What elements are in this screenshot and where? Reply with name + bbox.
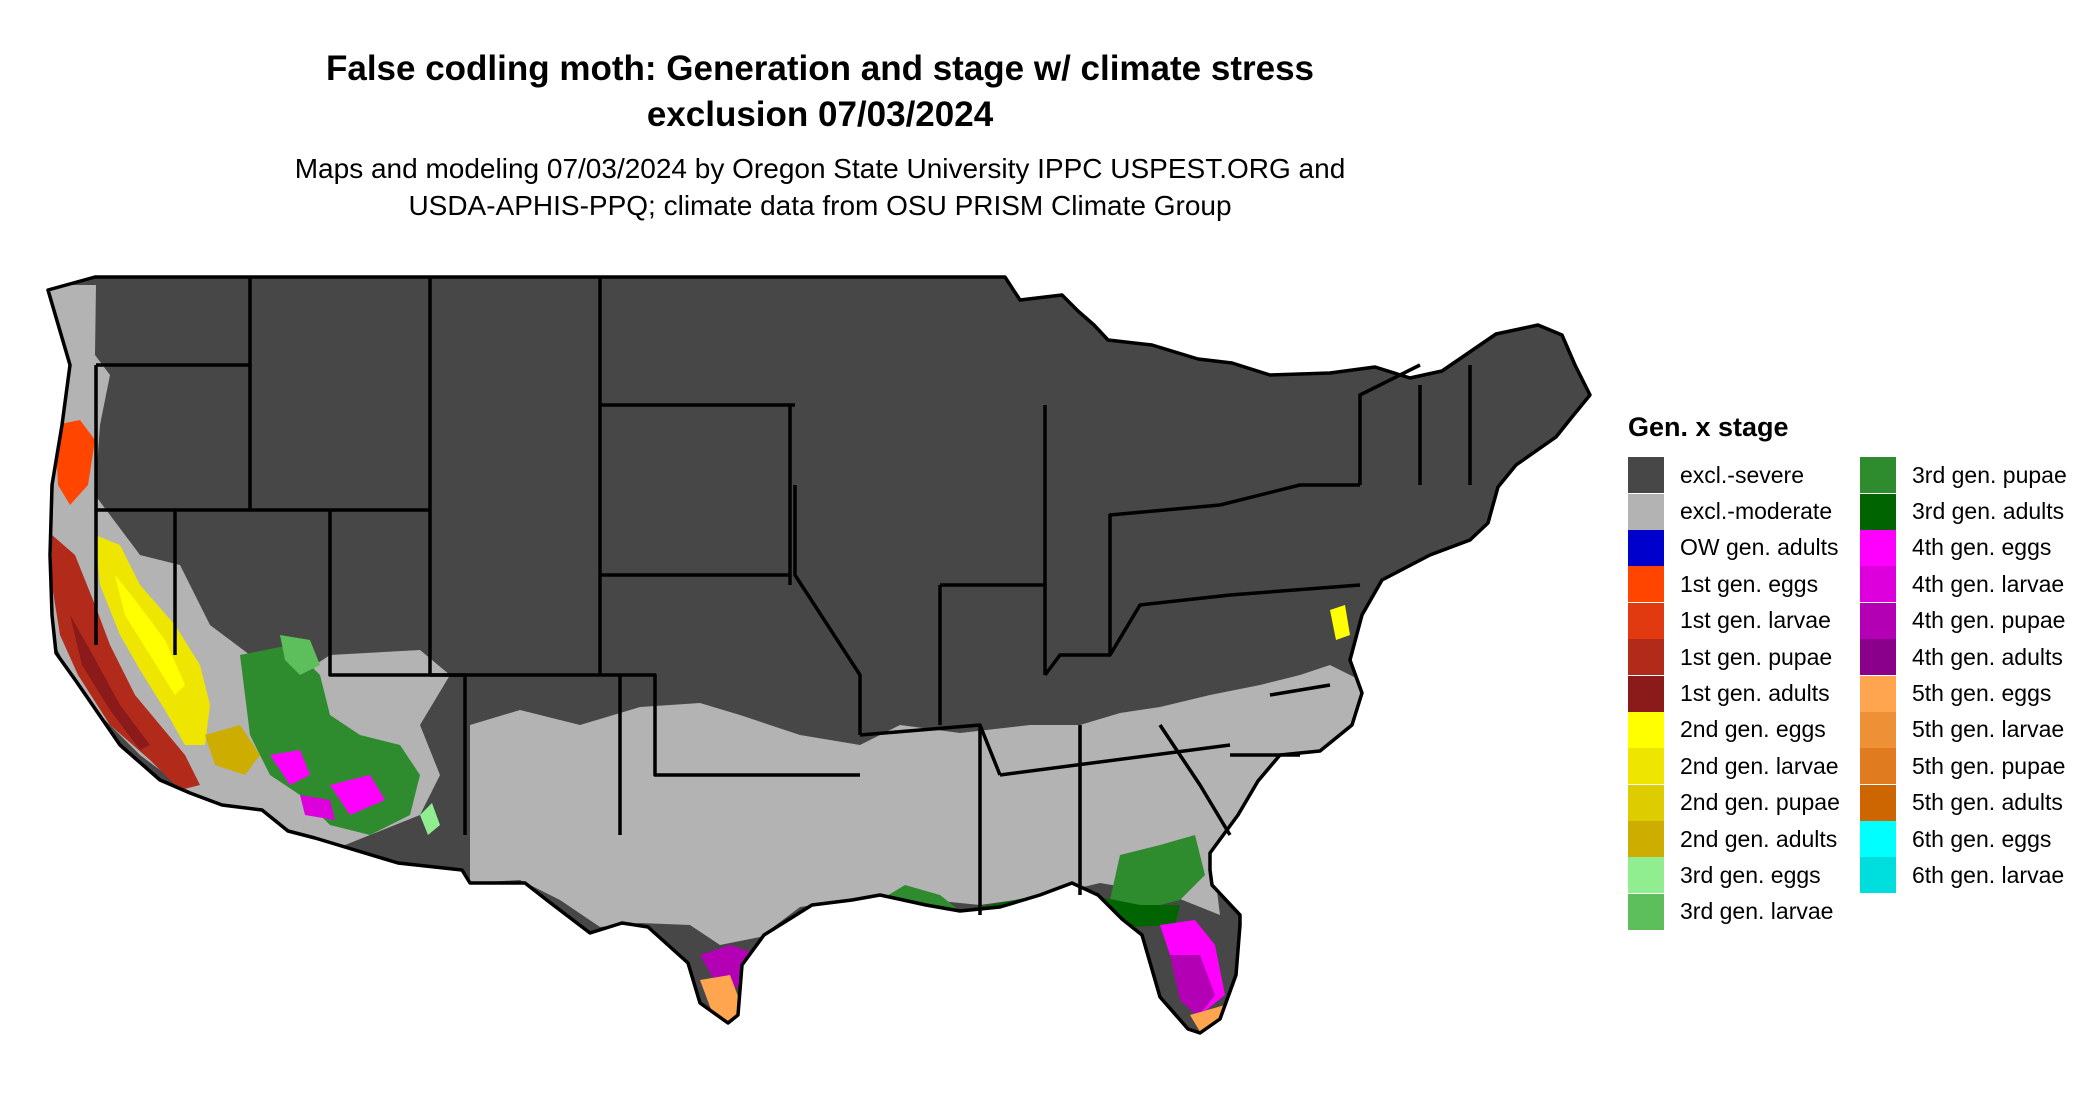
- map-title-line-1: False codling moth: Generation and stage…: [325, 49, 1315, 88]
- legend-item: 3rd gen. adults: [1860, 493, 2092, 530]
- map-subtitle-line-2: USDA-APHIS-PPQ; climate data from OSU PR…: [408, 190, 1232, 221]
- legend-label: 1st gen. eggs: [1680, 570, 1819, 597]
- legend-item: excl.-severe: [1628, 457, 1860, 494]
- legend-swatch: [1860, 675, 1896, 712]
- legend-swatch: [1860, 457, 1896, 494]
- legend-label: 1st gen. larvae: [1680, 607, 1831, 634]
- legend-label: 2nd gen. adults: [1680, 825, 1838, 852]
- legend-swatch: [1628, 675, 1664, 712]
- legend-label: 3rd gen. eggs: [1680, 861, 1821, 888]
- legend-label: 3rd gen. larvae: [1680, 898, 1834, 925]
- legend-swatch: [1628, 893, 1664, 930]
- legend-item: 5th gen. eggs: [1860, 675, 2092, 712]
- map-title: False codling moth: Generation and stage…: [0, 46, 1640, 138]
- legend-swatch: [1860, 529, 1896, 566]
- legend-swatch: [1628, 821, 1664, 858]
- legend-label: 1st gen. pupae: [1680, 643, 1833, 670]
- legend-item: 2nd gen. larvae: [1628, 748, 1860, 785]
- legend-swatch: [1860, 821, 1896, 858]
- legend-item: 4th gen. pupae: [1860, 602, 2092, 639]
- legend-label: 4th gen. eggs: [1912, 534, 2052, 561]
- legend-item: 3rd gen. eggs: [1628, 857, 1860, 894]
- legend-item: 5th gen. pupae: [1860, 748, 2092, 785]
- legend-swatch: [1860, 784, 1896, 821]
- legend-label: 5th gen. larvae: [1912, 716, 2065, 743]
- legend-item: 1st gen. larvae: [1628, 602, 1860, 639]
- legend-item: 1st gen. adults: [1628, 675, 1860, 712]
- map-subtitle: Maps and modeling 07/03/2024 by Oregon S…: [0, 150, 1640, 224]
- legend-label: 2nd gen. larvae: [1680, 752, 1839, 779]
- legend-item: 1st gen. pupae: [1628, 639, 1860, 676]
- legend-swatch: [1628, 529, 1664, 566]
- legend-label: 3rd gen. adults: [1912, 498, 2065, 525]
- legend-label: 2nd gen. eggs: [1680, 716, 1826, 743]
- legend-swatch: [1860, 857, 1896, 894]
- legend-label: 4th gen. adults: [1912, 643, 2063, 670]
- legend-column: 3rd gen. pupae 3rd gen. adults 4th gen. eg…: [1860, 457, 2092, 930]
- legend-label: excl.-severe: [1680, 461, 1804, 488]
- legend-label: 3rd gen. pupae: [1912, 461, 2067, 488]
- legend-item: 2nd gen. adults: [1628, 821, 1860, 858]
- legend-item: 4th gen. larvae: [1860, 566, 2092, 603]
- legend-item: 4th gen. adults: [1860, 639, 2092, 676]
- legend-swatch: [1628, 857, 1664, 894]
- legend-label: 1st gen. adults: [1680, 680, 1830, 707]
- legend-label: 6th gen. larvae: [1912, 861, 2065, 888]
- legend-label: OW gen. adults: [1680, 534, 1839, 561]
- legend-label: 2nd gen. pupae: [1680, 789, 1840, 816]
- legend-label: 5th gen. eggs: [1912, 680, 2052, 707]
- legend-swatch: [1628, 748, 1664, 785]
- legend-columns: excl.-severe excl.-moderate OW gen. adults…: [1628, 457, 2092, 930]
- legend-swatch: [1628, 784, 1664, 821]
- legend-swatch: [1860, 639, 1896, 676]
- legend-item: excl.-moderate: [1628, 493, 1860, 530]
- legend-swatch: [1628, 457, 1664, 494]
- state-borders: [46, 275, 1592, 1035]
- legend-label: 4th gen. pupae: [1912, 607, 2066, 634]
- legend-item: 3rd gen. pupae: [1860, 457, 2092, 494]
- legend-swatch: [1628, 639, 1664, 676]
- legend-swatch: [1860, 602, 1896, 639]
- legend-item: 2nd gen. eggs: [1628, 711, 1860, 748]
- us-gen-stage-map: [46, 275, 1592, 1035]
- legend-label: 5th gen. adults: [1912, 789, 2063, 816]
- legend-item: 5th gen. larvae: [1860, 711, 2092, 748]
- legend-item: 3rd gen. larvae: [1628, 893, 1860, 930]
- legend: Gen. x stage excl.-severe excl.-moderate O…: [1628, 412, 2092, 930]
- legend-label: 4th gen. larvae: [1912, 570, 2065, 597]
- legend-item: 2nd gen. pupae: [1628, 784, 1860, 821]
- legend-item: 1st gen. eggs: [1628, 566, 1860, 603]
- legend-item: 4th gen. eggs: [1860, 529, 2092, 566]
- legend-swatch: [1628, 602, 1664, 639]
- legend-title: Gen. x stage: [1628, 412, 1789, 442]
- legend-item: 6th gen. larvae: [1860, 857, 2092, 894]
- legend-item: OW gen. adults: [1628, 529, 1860, 566]
- legend-label: excl.-moderate: [1680, 498, 1833, 525]
- legend-swatch: [1860, 566, 1896, 603]
- legend-swatch: [1628, 711, 1664, 748]
- legend-column: excl.-severe excl.-moderate OW gen. adults…: [1628, 457, 1860, 930]
- legend-item: 6th gen. eggs: [1860, 821, 2092, 858]
- legend-swatch: [1860, 748, 1896, 785]
- legend-swatch: [1628, 493, 1664, 530]
- map-title-line-2: exclusion 07/03/2024: [646, 95, 994, 134]
- legend-swatch: [1860, 711, 1896, 748]
- legend-item: 5th gen. adults: [1860, 784, 2092, 821]
- map-subtitle-line-1: Maps and modeling 07/03/2024 by Oregon S…: [294, 153, 1346, 184]
- legend-label: 5th gen. pupae: [1912, 752, 2066, 779]
- legend-label: 6th gen. eggs: [1912, 825, 2052, 852]
- legend-swatch: [1628, 566, 1664, 603]
- legend-swatch: [1860, 493, 1896, 530]
